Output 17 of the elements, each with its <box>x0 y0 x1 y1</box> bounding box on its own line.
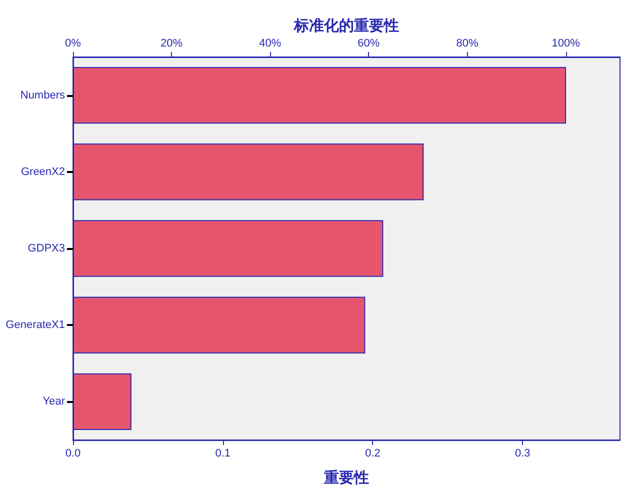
y-tick-label: GenerateX1 <box>6 319 65 332</box>
x-tick-label: 0.3 <box>514 448 530 460</box>
y-tick-label: Year <box>42 396 66 408</box>
y-tick-label: GDPX3 <box>28 242 65 254</box>
x2-tick-label: 60% <box>358 38 380 50</box>
x-tick-label: 0.1 <box>215 448 231 460</box>
x2-tick-label: 40% <box>259 38 282 50</box>
x2-tick-label: 100% <box>552 38 580 50</box>
y-tick-label: GreenX2 <box>20 166 65 178</box>
x-tick-label: 0.0 <box>65 448 81 460</box>
y-tick-label: Numbers <box>20 89 66 102</box>
x-axis-title: 重要性 <box>323 468 369 486</box>
x-tick-label: 0.2 <box>365 448 380 460</box>
x2-tick-label: 0% <box>65 38 82 50</box>
x2-tick-label: 80% <box>456 38 478 50</box>
x2-tick-label: 20% <box>160 38 183 50</box>
x2-axis-title: 标准化的重要性 <box>293 16 399 34</box>
